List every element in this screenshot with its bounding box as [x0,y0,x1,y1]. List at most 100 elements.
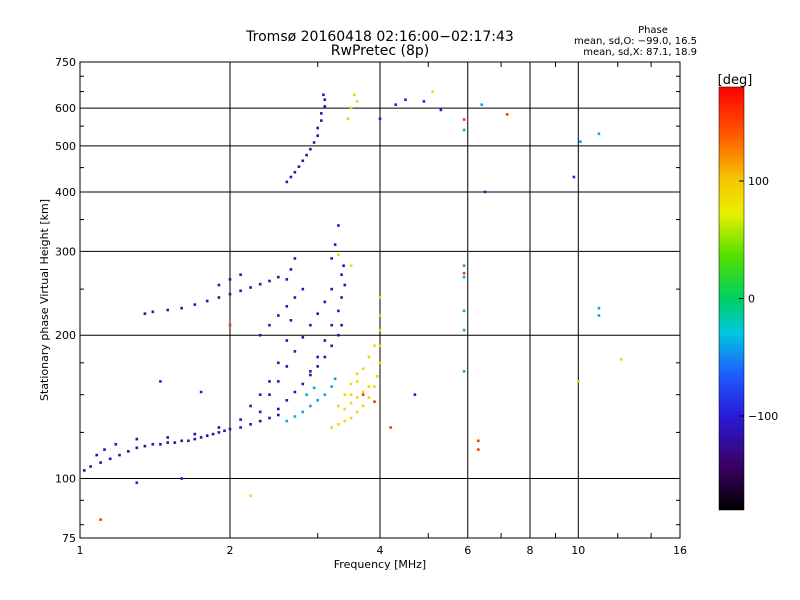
data-point [330,287,333,291]
data-point [323,355,327,359]
data-point [277,314,280,317]
data-point [404,98,407,101]
data-point [439,108,443,112]
data-point [193,303,197,306]
data-point [378,344,382,348]
data-point [301,159,305,163]
data-point [249,404,252,408]
y-tick-label: 750 [55,56,76,69]
data-point [389,426,392,429]
data-point [239,418,242,421]
data-point [239,289,242,293]
data-point [268,393,271,396]
data-point [337,309,340,313]
data-point [239,426,242,429]
data-point [173,441,177,444]
data-point [205,299,209,303]
colorbar-ticks: 100 0 −100 [739,175,778,423]
data-point [320,119,323,122]
data-point [268,380,271,383]
data-point [343,419,347,423]
data-point [316,134,319,137]
y-axis-label: Stationary phase Virtual Height [km] [38,199,51,401]
data-point [337,423,340,426]
data-point [249,494,252,498]
data-point [99,461,102,464]
data-point [320,112,323,115]
data-point [349,401,353,405]
y-tick-label: 100 [55,473,76,486]
data-point [355,372,359,376]
data-point [462,328,466,332]
data-point [462,309,466,313]
data-point [293,170,297,174]
data-point [394,103,397,106]
data-point [151,443,155,446]
data-point [373,385,376,388]
data-point [330,385,333,388]
data-point [343,407,347,411]
data-point [180,477,183,480]
data-point [193,437,197,441]
data-point [285,365,289,368]
data-point [258,419,262,423]
data-point [572,175,576,179]
data-point [309,323,312,327]
x-tick-label: 6 [464,544,471,557]
data-point [114,443,118,446]
data-point [277,413,280,417]
data-point [268,416,271,420]
data-point [223,429,226,433]
data-point [597,132,601,136]
data-point [289,268,293,271]
data-point [323,98,327,101]
data-point [330,426,333,429]
data-point [337,333,340,337]
data-point [293,415,297,418]
data-point [301,382,305,386]
data-point [301,410,305,414]
data-point [378,328,382,332]
data-point [367,385,371,388]
data-point [289,319,293,322]
x-tick-label: 10 [571,544,585,557]
data-point [258,333,262,337]
data-point [316,126,319,130]
colorbar-tick-label: 0 [748,293,755,306]
x-tick-label: 1 [77,544,84,557]
data-point [330,323,333,327]
data-point [337,224,340,227]
data-point [337,404,340,408]
data-point [239,273,242,276]
data-point [180,439,183,443]
data-point [355,396,359,399]
data-point [187,439,190,443]
x-tick-label: 8 [527,544,534,557]
data-point [258,282,262,286]
data-point [309,370,312,373]
y-tick-label: 75 [62,532,76,545]
data-point [355,380,359,383]
data-point [462,128,466,132]
data-point [330,344,333,348]
data-point [108,457,112,461]
data-point [301,336,305,339]
data-point [217,426,221,429]
data-point [151,310,155,314]
data-point [322,93,325,97]
data-point [217,296,221,299]
data-point [143,312,147,315]
data-point [228,292,232,296]
data-point [597,314,601,317]
data-point [323,300,327,304]
data-point [305,393,308,396]
data-point [193,432,197,436]
data-point [323,393,327,396]
x-tick-label: 4 [377,544,384,557]
data-point [312,386,316,390]
data-point [285,305,289,308]
data-point [413,393,417,396]
data-point [361,390,365,394]
data-point [285,278,289,281]
data-point [349,382,353,386]
